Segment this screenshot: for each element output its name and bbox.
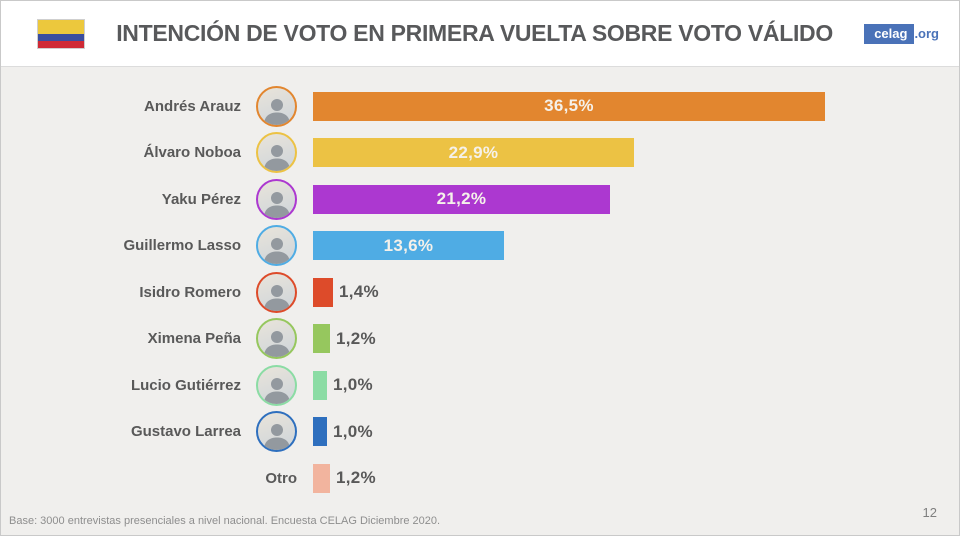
candidate-photo (256, 225, 297, 267)
candidate-name: Guillermo Lasso (123, 237, 241, 255)
chart-row: Ximena Peña 1,2% (1, 316, 959, 363)
chart-row: Otro 1,2% (1, 455, 959, 502)
bar-value-inside: 22,9% (448, 142, 499, 162)
category-label-cell: Lucio Gutiérrez (1, 364, 297, 406)
bar-value-inside: 21,2% (436, 189, 487, 209)
page-title: INTENCIÓN DE VOTO EN PRIMERA VUELTA SOBR… (116, 20, 833, 46)
bar-cell: 22,9% (297, 138, 959, 168)
candidate-name: Otro (265, 469, 297, 487)
bar-value-inside: 36,5% (544, 96, 594, 116)
category-label-cell: Gustavo Larrea (1, 411, 297, 453)
chart-row: Álvaro Noboa 22,9% (1, 130, 959, 177)
chart-row: Gustavo Larrea 1,0% (1, 409, 959, 456)
bar: 21,2% (313, 184, 610, 214)
bar (313, 277, 333, 307)
category-label-cell: Andrés Arauz (1, 85, 297, 127)
person-icon (263, 145, 290, 172)
person-icon (263, 98, 290, 125)
bar-cell: 13,6% (297, 231, 959, 261)
header: INTENCIÓN DE VOTO EN PRIMERA VUELTA SOBR… (1, 1, 959, 67)
candidate-photo (256, 85, 297, 127)
person-icon (263, 331, 290, 358)
page-number: 12 (922, 505, 937, 520)
category-label-cell: Isidro Romero (1, 271, 297, 313)
person-icon (263, 424, 290, 451)
candidate-photo (256, 411, 297, 453)
candidate-photo (256, 364, 297, 406)
flag-stripe-red (38, 40, 84, 48)
category-label-cell: Otro (1, 470, 297, 487)
category-label-cell: Guillermo Lasso (1, 225, 297, 267)
chart-area: Andrés Arauz 36,5% Álvaro Noboa (1, 67, 959, 535)
chart-row: Andrés Arauz 36,5% (1, 83, 959, 130)
chart-row: Lucio Gutiérrez 1,0% (1, 362, 959, 409)
flag-stripe-blue (38, 33, 84, 41)
category-label-cell: Yaku Pérez (1, 178, 297, 220)
chart-row: Yaku Pérez 21,2% (1, 176, 959, 223)
candidate-photo (256, 318, 297, 360)
bar-value-outside: 1,0% (333, 421, 373, 441)
bar-cell: 1,0% (297, 417, 959, 447)
candidate-name: Gustavo Larrea (130, 423, 241, 441)
bar-value-outside: 1,2% (336, 328, 376, 348)
bar-cell: 1,2% (297, 324, 959, 354)
candidate-name: Andrés Arauz (144, 97, 241, 115)
bar (313, 370, 327, 400)
category-label-cell: Ximena Peña (1, 318, 297, 360)
bar: 13,6% (313, 231, 504, 261)
celag-logo-suffix: .org (914, 26, 939, 41)
bar (313, 417, 327, 447)
bar-cell: 1,0% (297, 370, 959, 400)
candidate-name: Lucio Gutiérrez (130, 376, 241, 394)
bar-chart: Andrés Arauz 36,5% Álvaro Noboa (1, 67, 959, 502)
bar-cell: 21,2% (297, 184, 959, 214)
candidate-name: Isidro Romero (139, 283, 241, 301)
person-icon (263, 238, 290, 265)
bar-value-inside: 13,6% (383, 235, 434, 255)
bar-value-outside: 1,4% (339, 282, 379, 302)
bar-cell: 1,2% (297, 463, 959, 493)
candidate-photo (256, 271, 297, 313)
person-icon (263, 284, 290, 311)
person-icon (263, 191, 290, 218)
celag-logo-box: celag (864, 23, 915, 44)
candidate-photo (256, 132, 297, 174)
celag-logo: celag .org (864, 23, 939, 44)
person-icon (263, 377, 290, 404)
source-note: Base: 3000 entrevistas presenciales a ni… (9, 515, 441, 527)
chart-row: Isidro Romero 1,4% (1, 269, 959, 316)
candidate-name: Yaku Pérez (161, 190, 241, 208)
bar-cell: 1,4% (297, 277, 959, 307)
bar-value-outside: 1,2% (336, 468, 376, 488)
category-label-cell: Álvaro Noboa (1, 132, 297, 174)
bar (313, 324, 330, 354)
bar-cell: 36,5% (297, 91, 959, 121)
candidate-name: Ximena Peña (147, 330, 241, 348)
bar-value-outside: 1,0% (333, 375, 373, 395)
candidate-name: Álvaro Noboa (143, 144, 241, 162)
ecuador-flag-icon (37, 18, 85, 49)
bar: 36,5% (313, 91, 825, 121)
bar: 22,9% (313, 138, 634, 168)
bar (313, 463, 330, 493)
chart-row: Guillermo Lasso 13,6% (1, 223, 959, 270)
flag-stripe-yellow (38, 19, 84, 34)
candidate-photo (256, 178, 297, 220)
